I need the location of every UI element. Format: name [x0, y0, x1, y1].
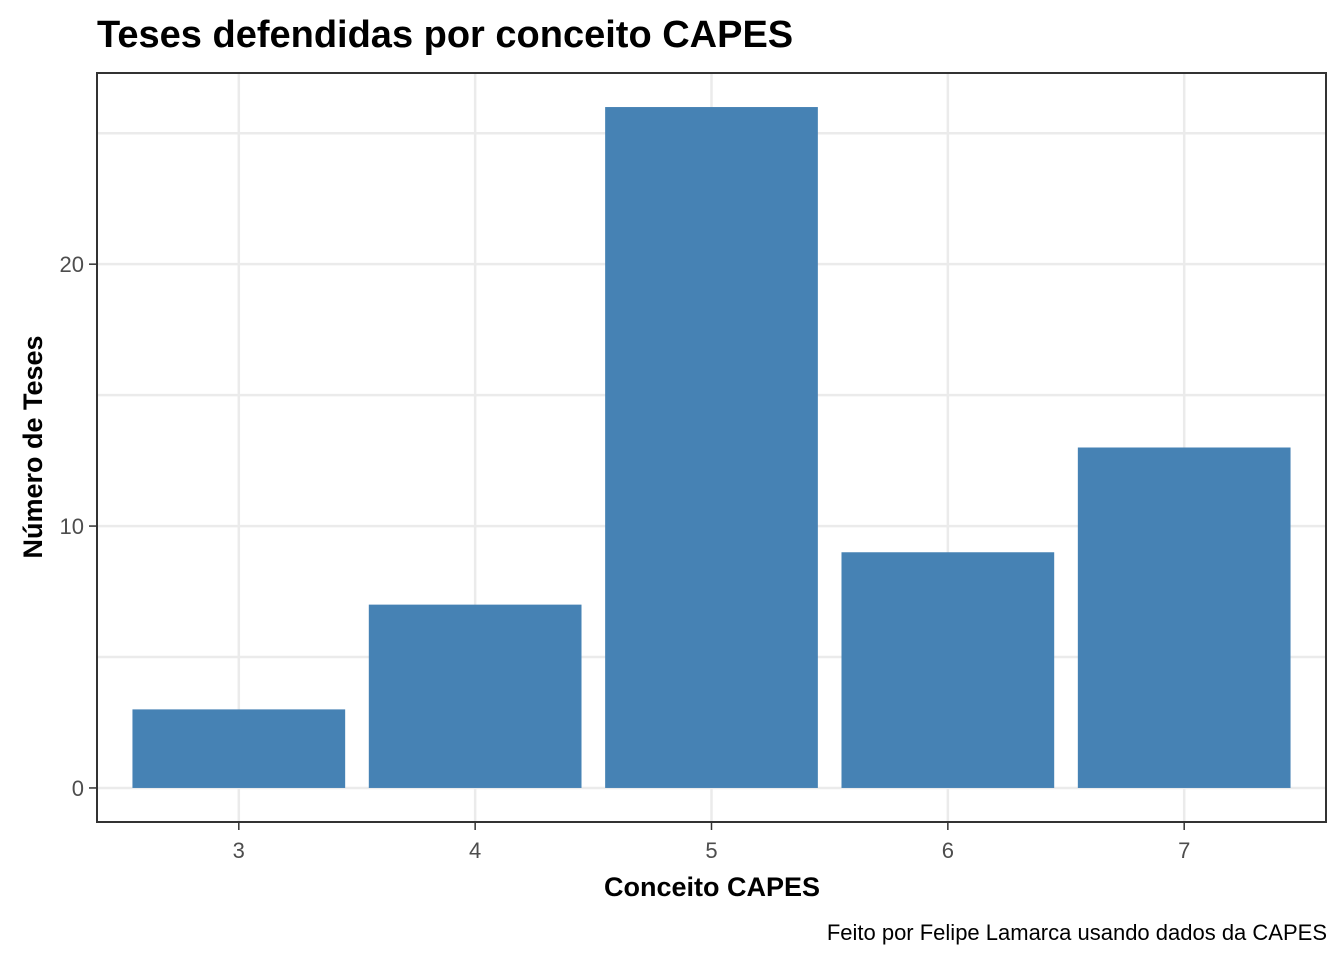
- x-tick-label: 5: [705, 838, 717, 863]
- bar-7: [1077, 447, 1291, 788]
- x-tick-label: 7: [1178, 838, 1190, 863]
- y-axis: 0 10 20: [60, 252, 97, 801]
- bar-4: [368, 604, 582, 788]
- x-axis: 3 4 5 6 7: [233, 822, 1190, 863]
- bars: [132, 107, 1291, 788]
- y-tick-label: 10: [60, 514, 84, 539]
- x-tick-label: 6: [942, 838, 954, 863]
- bar-3: [132, 709, 346, 788]
- chart-caption: Feito por Felipe Lamarca usando dados da…: [827, 920, 1327, 945]
- y-tick-label: 0: [72, 776, 84, 801]
- bar-6: [841, 552, 1055, 788]
- bar-5: [605, 107, 818, 788]
- chart-title: Teses defendidas por conceito CAPES: [97, 14, 793, 56]
- x-tick-label: 3: [233, 838, 245, 863]
- x-tick-label: 4: [469, 838, 481, 863]
- y-tick-label: 20: [60, 252, 84, 277]
- y-axis-title: Número de Teses: [18, 335, 48, 558]
- x-axis-title: Conceito CAPES: [604, 872, 820, 902]
